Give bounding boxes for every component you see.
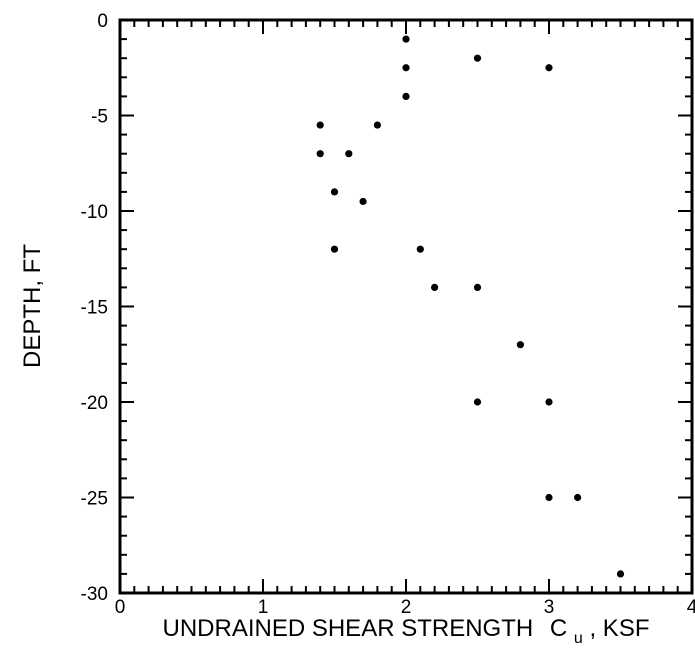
x-tick-label: 4 bbox=[687, 597, 695, 618]
data-point bbox=[331, 188, 338, 195]
data-point bbox=[317, 150, 324, 157]
x-tick-label: 0 bbox=[115, 597, 126, 618]
x-axis-title-symbol: C bbox=[550, 615, 567, 642]
data-point bbox=[374, 121, 381, 128]
x-axis-title-text: UNDRAINED SHEAR STRENGTH bbox=[163, 615, 534, 642]
data-point bbox=[574, 494, 581, 501]
x-axis-title-subscript: u bbox=[574, 630, 583, 647]
data-point bbox=[517, 341, 524, 348]
data-point bbox=[402, 64, 409, 71]
y-tick-label: -25 bbox=[81, 489, 108, 510]
data-points bbox=[317, 36, 625, 578]
y-tick-label: -30 bbox=[81, 584, 108, 605]
y-axis-title: DEPTH, FT bbox=[19, 244, 46, 368]
y-tick-label: -15 bbox=[81, 298, 108, 319]
data-point bbox=[474, 55, 481, 62]
data-point bbox=[474, 284, 481, 291]
data-point bbox=[402, 93, 409, 100]
y-tick-label: -5 bbox=[91, 107, 108, 128]
data-point bbox=[474, 398, 481, 405]
data-point bbox=[360, 198, 367, 205]
data-point bbox=[317, 121, 324, 128]
data-point bbox=[345, 150, 352, 157]
y-tick-label: -10 bbox=[81, 202, 108, 223]
data-point bbox=[417, 246, 424, 253]
data-point bbox=[545, 398, 552, 405]
x-axis-title: UNDRAINED SHEAR STRENGTH C u , KSF bbox=[163, 615, 650, 649]
data-point bbox=[545, 64, 552, 71]
x-axis-title-units: , KSF bbox=[589, 615, 649, 642]
tick-marks bbox=[120, 20, 692, 593]
data-point bbox=[617, 570, 624, 577]
y-tick-label: -20 bbox=[81, 393, 108, 414]
plot-frame bbox=[120, 20, 692, 593]
data-point bbox=[431, 284, 438, 291]
data-point bbox=[402, 36, 409, 43]
tick-labels: 0 1 2 3 40-5-10-15-20-25-30 bbox=[81, 11, 695, 618]
data-point bbox=[331, 246, 338, 253]
y-tick-label: 0 bbox=[97, 11, 108, 32]
data-point bbox=[545, 494, 552, 501]
